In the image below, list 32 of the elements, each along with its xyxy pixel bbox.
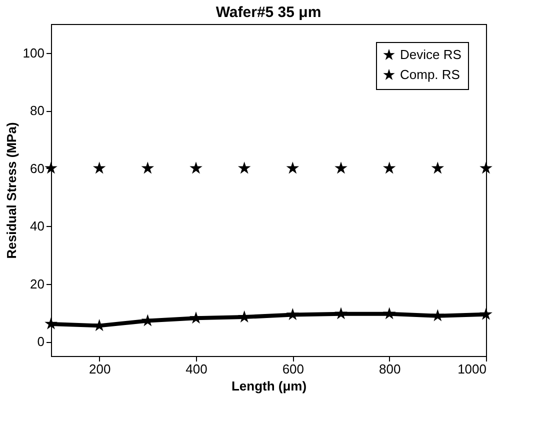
y-tick-label: 40 — [30, 218, 44, 234]
y-tick-label: 0 — [37, 334, 44, 350]
point — [141, 162, 154, 174]
legend-label: Comp. RS — [400, 67, 460, 82]
chart-title: Wafer#5 35 μm — [216, 4, 322, 21]
x-axis-title: Length (μm) — [231, 378, 307, 394]
point — [334, 307, 348, 320]
x-tick-label: 800 — [378, 362, 401, 376]
x-tick-label: 200 — [88, 362, 111, 376]
y-tick-label: 20 — [30, 276, 44, 292]
point — [431, 162, 444, 174]
y-tick-label: 100 — [22, 45, 44, 60]
x-tick-label: 600 — [282, 362, 304, 376]
point — [44, 317, 58, 330]
point — [238, 162, 251, 174]
y-tick-label: 80 — [30, 103, 44, 118]
point — [286, 162, 300, 174]
point — [286, 308, 300, 320]
x-tick-label: 400 — [186, 362, 208, 376]
point — [480, 162, 492, 174]
point — [382, 307, 396, 320]
point — [431, 309, 444, 322]
x-tick-label: 1000 — [458, 362, 486, 376]
point — [480, 308, 492, 320]
legend-label: Device RS — [400, 47, 462, 62]
point — [44, 162, 58, 174]
point — [190, 162, 202, 174]
y-tick-label: 60 — [30, 160, 44, 176]
y-axis-title: Residual Stress (MPa) — [4, 122, 19, 259]
point — [334, 162, 348, 174]
point — [92, 162, 106, 174]
point — [382, 162, 396, 174]
